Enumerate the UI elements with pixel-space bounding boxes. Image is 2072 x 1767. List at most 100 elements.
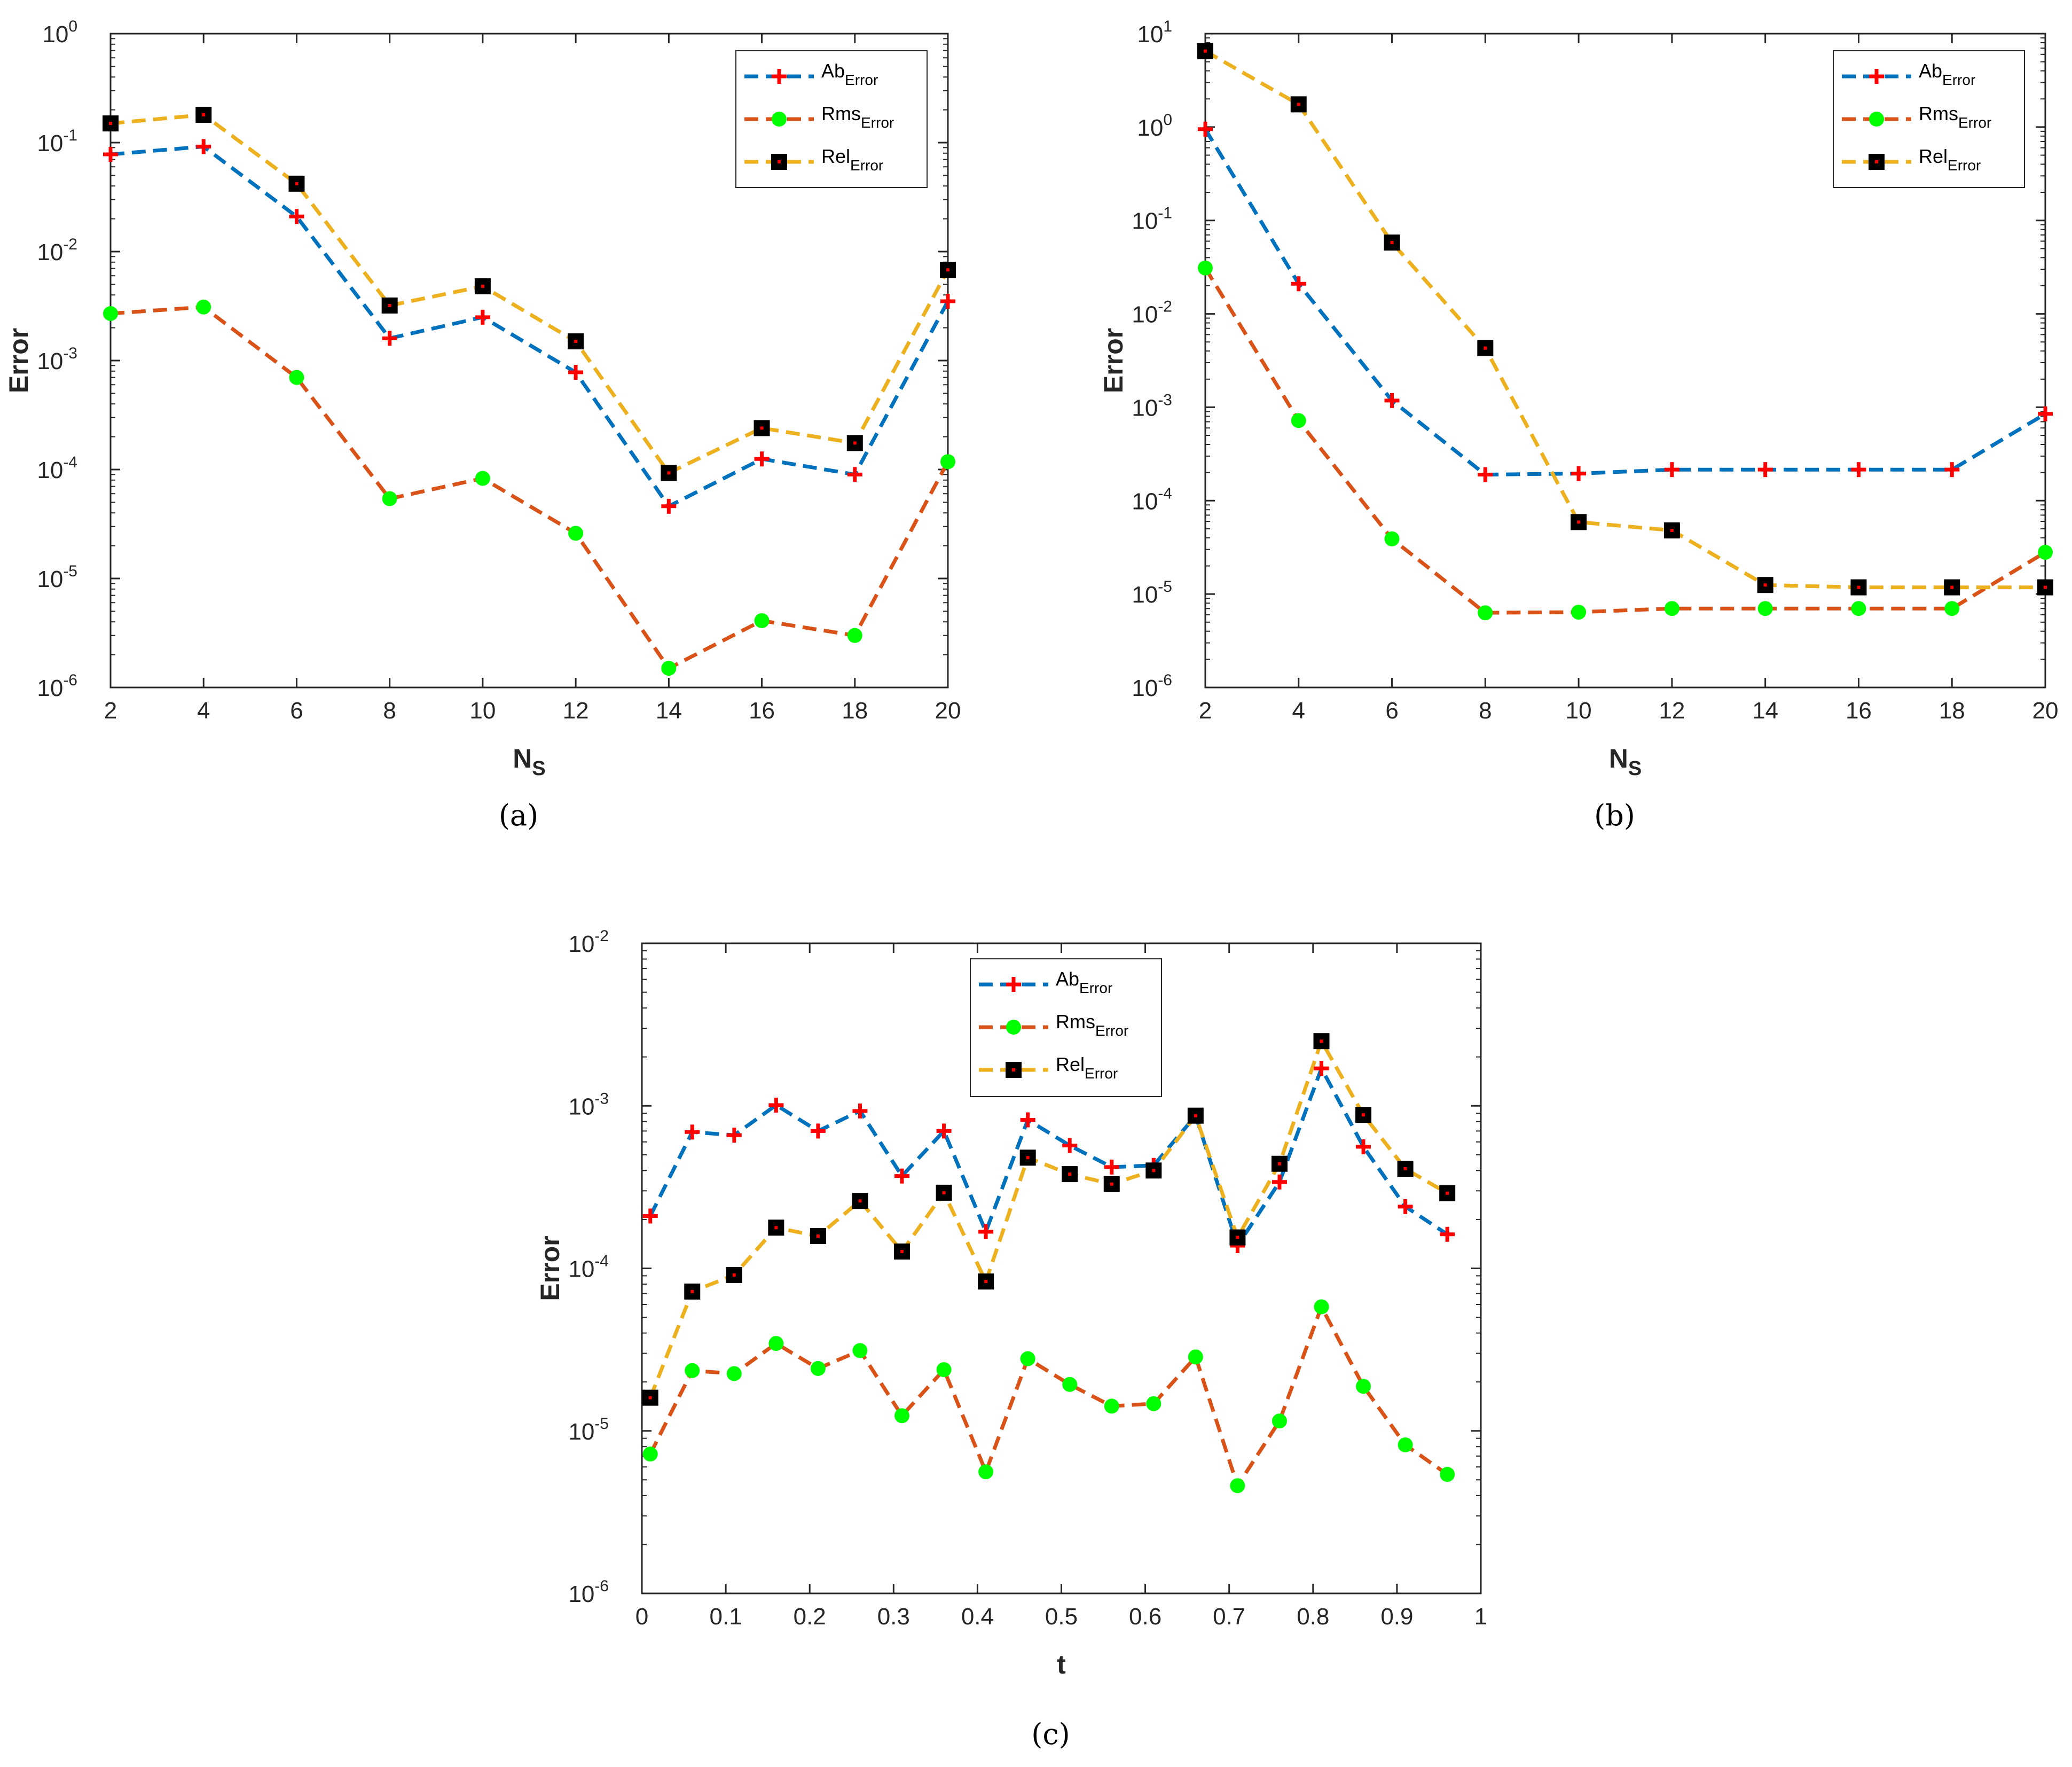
data-point <box>1571 605 1587 620</box>
data-point <box>1851 601 1866 616</box>
x-tick-label: 14 <box>1752 698 1778 724</box>
data-point <box>1944 579 1960 596</box>
x-tick-label: 0.3 <box>877 1604 910 1630</box>
data-point <box>1062 1138 1078 1153</box>
series-ab <box>648 1064 1449 1250</box>
data-point <box>1229 1229 1246 1246</box>
data-point <box>847 628 862 643</box>
data-point <box>847 467 862 482</box>
data-point <box>1850 579 1867 596</box>
data-point <box>1398 1199 1413 1214</box>
x-tick-label: 20 <box>935 698 961 724</box>
data-point <box>1104 1159 1119 1175</box>
data-point <box>1757 462 1773 478</box>
y-tick-label: 10-1 <box>1132 205 1172 234</box>
x-axis-label: t <box>1057 1649 1066 1679</box>
x-tick-label: 18 <box>1939 698 1965 724</box>
data-point <box>685 1124 700 1140</box>
data-point <box>1272 1413 1287 1429</box>
legend-marker <box>772 112 787 127</box>
data-point <box>475 471 490 486</box>
legend-marker <box>1006 977 1021 992</box>
data-point <box>1439 1185 1456 1201</box>
data-point <box>1188 1349 1203 1365</box>
data-point <box>894 1408 910 1424</box>
series-line <box>648 1302 1449 1490</box>
data-point <box>661 498 677 514</box>
x-tick-label: 0.4 <box>961 1604 994 1630</box>
legend-label: RmsError <box>1056 1011 1128 1039</box>
data-point <box>1314 1299 1329 1315</box>
data-point <box>2038 544 2053 560</box>
data-point <box>978 1224 994 1239</box>
x-tick-label: 2 <box>1199 698 1212 724</box>
data-point <box>1397 1161 1414 1177</box>
legend-label: AbError <box>1056 968 1112 996</box>
data-point <box>1356 1379 1371 1394</box>
data-point <box>940 454 955 470</box>
data-point <box>1314 1061 1329 1076</box>
data-point <box>642 1389 658 1406</box>
subfigure-caption: (b) <box>1594 799 1635 832</box>
data-point <box>1571 466 1587 481</box>
data-point <box>568 365 584 380</box>
legend-label: RelError <box>1919 145 1981 174</box>
y-axis: 10-6 10-5 10-4 10-3 10-2 <box>568 927 1481 1607</box>
x-tick-label: 6 <box>1385 698 1398 724</box>
series-ab <box>1204 128 2046 477</box>
data-point <box>685 1363 700 1378</box>
data-point <box>1230 1478 1245 1494</box>
data-point <box>1019 1150 1036 1166</box>
series-line <box>648 1036 1448 1398</box>
data-point <box>1291 413 1306 428</box>
data-point <box>1020 1351 1035 1366</box>
data-point <box>894 1168 910 1184</box>
y-axis: 10-6 10-5 10-4 10-3 10-2 10-1 100 101 <box>1132 18 2045 701</box>
data-point <box>894 1243 911 1260</box>
markers-rms <box>1198 260 2053 621</box>
y-axis-label: Error <box>535 1236 565 1301</box>
y-tick-label: 100 <box>42 18 77 48</box>
y-tick-label: 10-6 <box>568 1577 609 1607</box>
y-tick-label: 10-2 <box>568 927 609 957</box>
y-tick-label: 101 <box>1137 18 1172 48</box>
data-point <box>1440 1467 1455 1482</box>
legend: AbError RmsError RelError <box>970 958 1162 1097</box>
data-point <box>726 1366 742 1381</box>
y-tick-label: 10-3 <box>37 345 77 374</box>
data-point <box>196 139 211 154</box>
series-line <box>110 113 950 475</box>
data-point <box>289 209 304 224</box>
data-point <box>1198 121 1213 137</box>
y-tick-label: 10-5 <box>568 1415 609 1445</box>
legend-label: AbError <box>1919 60 1975 88</box>
data-point <box>1571 514 1587 530</box>
data-point <box>768 1219 784 1236</box>
data-point <box>978 1464 994 1480</box>
series-line <box>648 1064 1449 1250</box>
markers-rel <box>1197 43 2053 596</box>
data-point <box>768 1097 784 1113</box>
x-tick-label: 20 <box>2032 698 2059 724</box>
data-point <box>726 1266 742 1283</box>
y-axis-label: Error <box>4 328 34 393</box>
x-tick-label: 0.1 <box>710 1604 742 1630</box>
series-rms <box>1204 267 2046 615</box>
data-point <box>196 299 211 315</box>
data-point <box>1398 1437 1413 1452</box>
data-point <box>810 1361 826 1376</box>
data-point <box>940 294 955 309</box>
data-point <box>1851 462 1866 478</box>
legend-marker <box>1869 112 1884 127</box>
data-point <box>382 491 397 506</box>
data-point <box>936 1123 952 1139</box>
data-point <box>1663 522 1680 539</box>
subfigure-caption: (a) <box>499 799 538 832</box>
y-tick-label: 10-1 <box>37 127 77 157</box>
data-point <box>568 526 584 541</box>
data-point <box>381 297 398 314</box>
y-tick-label: 10-6 <box>1132 671 1172 701</box>
x-tick-label: 0.7 <box>1213 1604 1245 1630</box>
